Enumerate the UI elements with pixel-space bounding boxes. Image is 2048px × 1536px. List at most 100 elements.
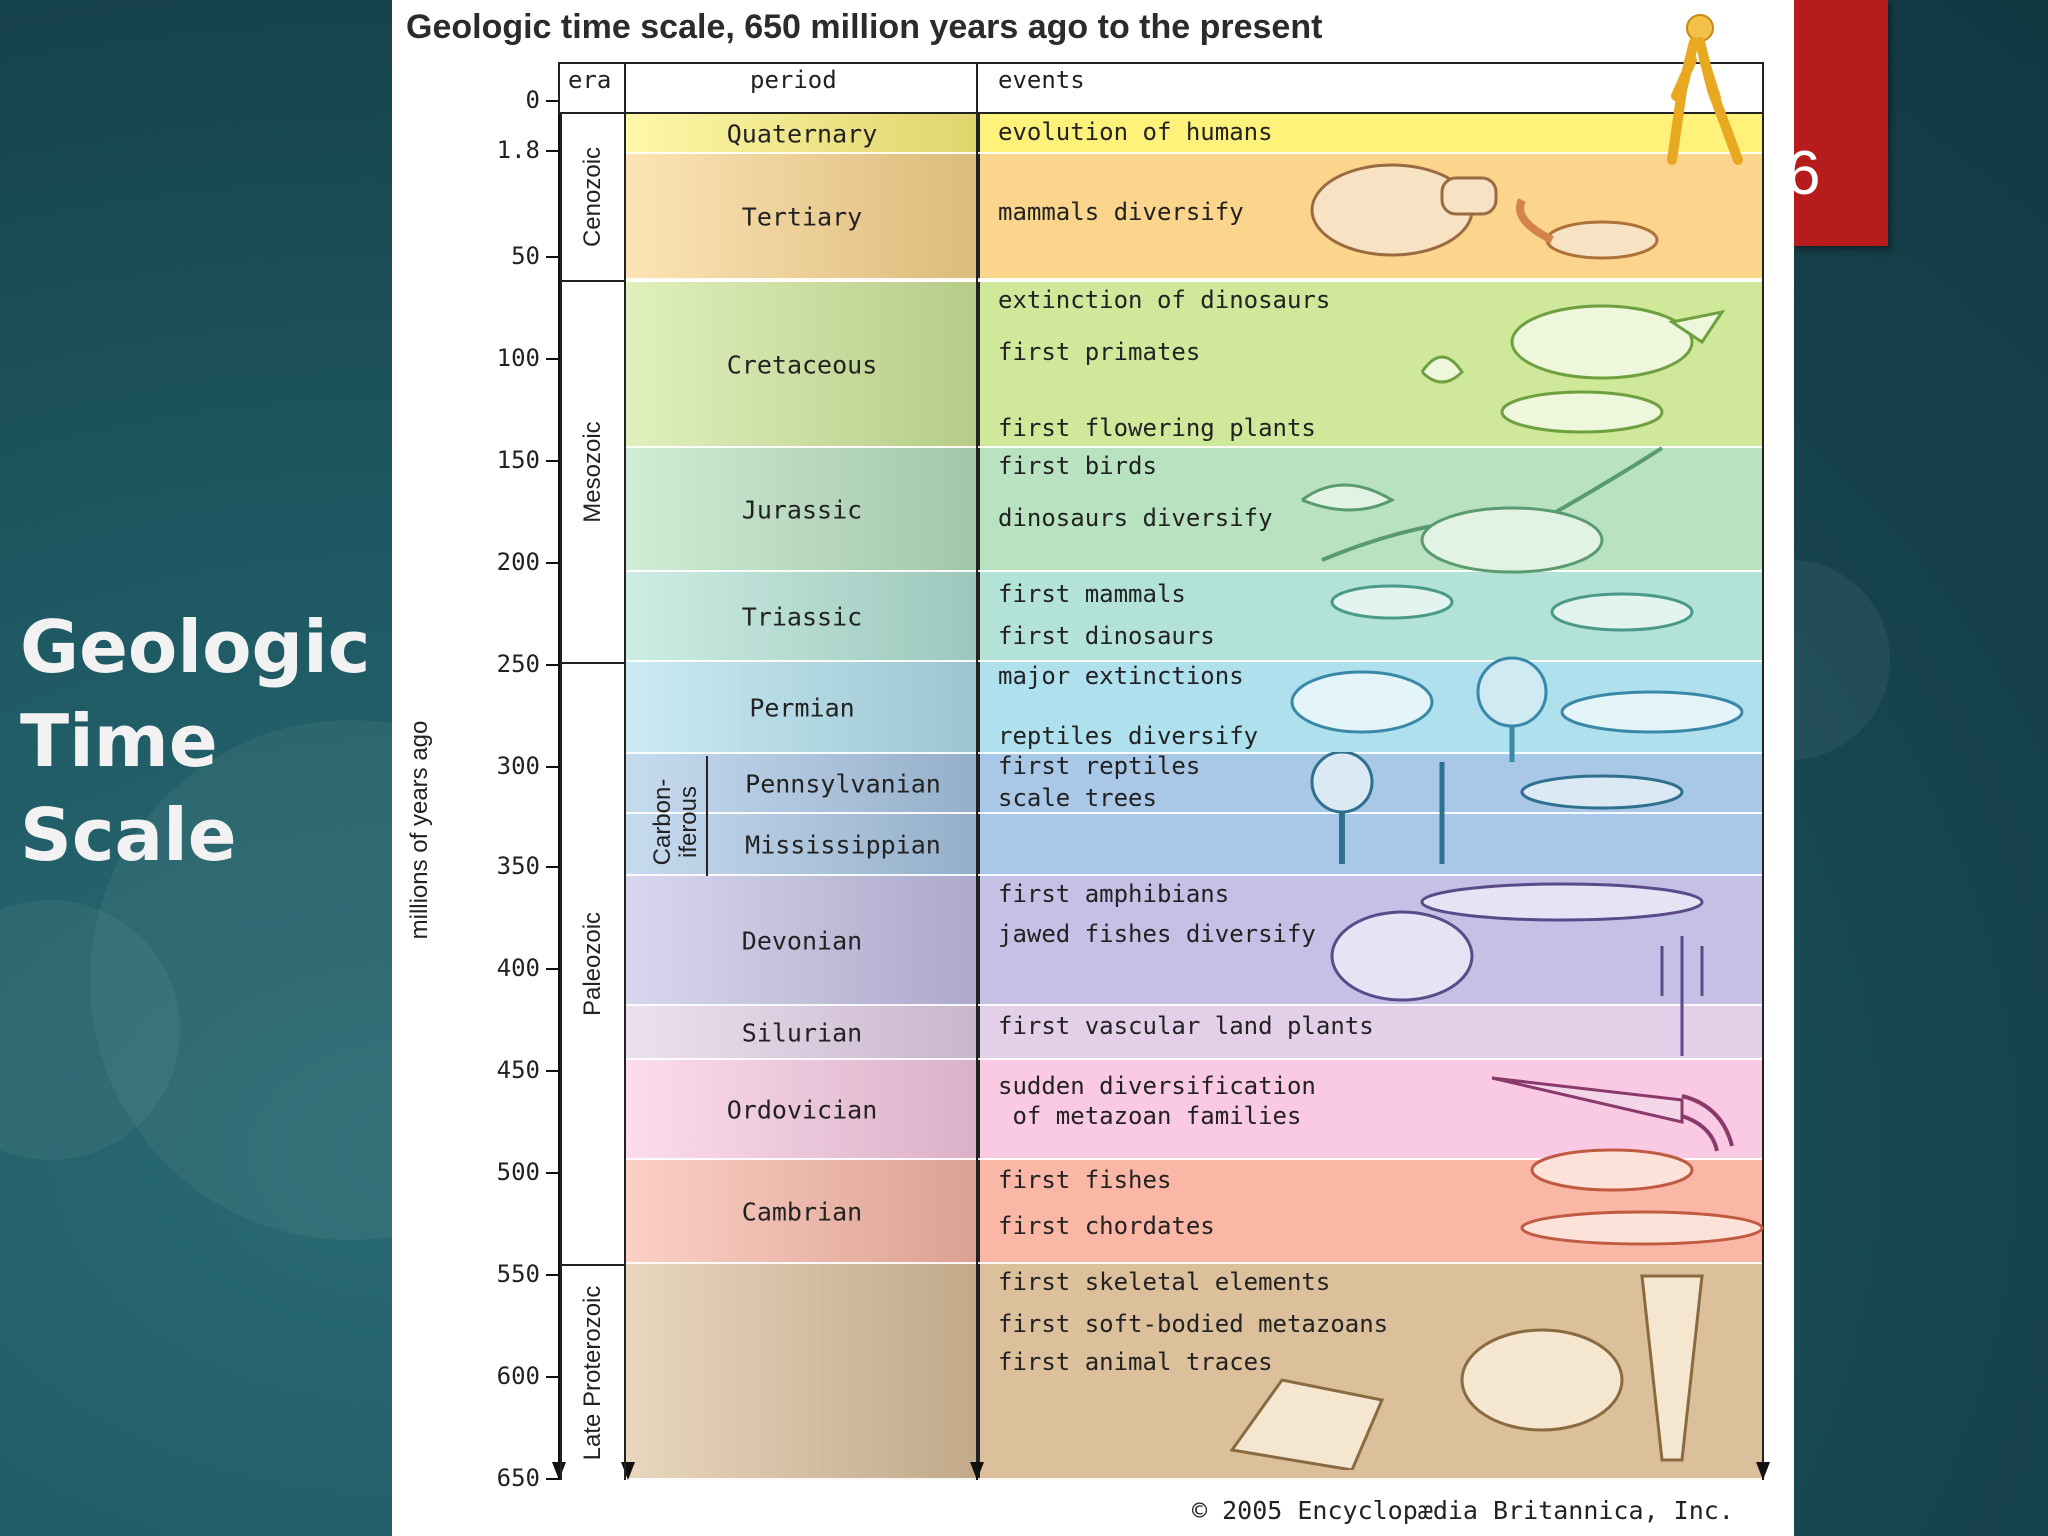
axis-tick-label: 400 bbox=[496, 954, 540, 982]
axis-tick-label: 450 bbox=[496, 1056, 540, 1084]
period-name: Silurian bbox=[741, 1018, 863, 1048]
period-row: Cambrian first fishes first chordates bbox=[626, 1160, 1762, 1264]
axis-tick bbox=[546, 1376, 560, 1378]
row-divider bbox=[626, 752, 1762, 754]
frame-line bbox=[1762, 62, 1764, 1480]
event-text: scale trees bbox=[998, 784, 1157, 812]
frame-line bbox=[558, 62, 1764, 64]
event-text: major extinctions bbox=[998, 662, 1244, 690]
period-cell bbox=[626, 282, 980, 448]
row-divider bbox=[626, 812, 1762, 814]
event-text: dinosaurs diversify bbox=[998, 504, 1273, 532]
axis-tick-label: 300 bbox=[496, 752, 540, 780]
period-name: Jurassic bbox=[741, 495, 863, 525]
period-name: Pennsylvanian bbox=[745, 769, 941, 799]
mammal-illustration-icon bbox=[1310, 163, 1659, 260]
era-label: Mesozoic bbox=[579, 421, 606, 523]
events-arrow-icon bbox=[1756, 1462, 1770, 1480]
period-row: Mississippian bbox=[626, 814, 1762, 876]
era-divider bbox=[560, 280, 626, 282]
axis-tick bbox=[546, 100, 560, 102]
frame-line bbox=[624, 62, 626, 114]
axis-tick bbox=[546, 562, 560, 564]
event-text: first soft-bodied metazoans bbox=[998, 1310, 1389, 1338]
row-divider bbox=[626, 278, 1762, 280]
page-number-tab bbox=[1792, 0, 1888, 246]
row-divider bbox=[626, 152, 1762, 154]
axis-tick-label: 650 bbox=[496, 1464, 540, 1492]
event-text: first primates bbox=[998, 338, 1201, 366]
page-number: 6 bbox=[1786, 139, 1821, 208]
geologic-time-scale-figure: Geologic time scale, 650 million years a… bbox=[392, 0, 1794, 1536]
period-name: Devonian bbox=[741, 926, 863, 956]
period-row: first skeletal elements first soft-bodied… bbox=[626, 1264, 1762, 1480]
event-text: first animal traces bbox=[998, 1348, 1273, 1376]
proterozoic-illustration-icon bbox=[1229, 1274, 1704, 1470]
period-name: Mississippian bbox=[745, 830, 941, 860]
cambrian-illustration-icon bbox=[1520, 1148, 1764, 1246]
era-mesozoic: Mesozoic bbox=[560, 282, 626, 662]
period-cell bbox=[626, 754, 980, 814]
axis-tick-label: 600 bbox=[496, 1362, 540, 1390]
axis-tick-label: 50 bbox=[511, 242, 540, 270]
ordovician-illustration-icon bbox=[1491, 1076, 1734, 1152]
carboniferous-illustration-icon bbox=[1310, 752, 1684, 864]
event-text: first reptiles bbox=[998, 752, 1201, 780]
event-text: sudden diversification bbox=[998, 1072, 1316, 1100]
event-text: mammals diversify bbox=[998, 198, 1244, 226]
period-name: Triassic bbox=[741, 602, 863, 632]
row-divider bbox=[626, 874, 1762, 876]
row-divider bbox=[626, 1004, 1762, 1006]
period-row: Quaternary evolution of humans bbox=[626, 114, 1762, 154]
period-name: Cambrian bbox=[741, 1197, 863, 1227]
event-text: of metazoan families bbox=[998, 1102, 1302, 1130]
era-divider bbox=[560, 1264, 626, 1266]
header-period: period bbox=[750, 66, 837, 94]
time-axis-line bbox=[558, 100, 560, 1480]
period-cell bbox=[626, 154, 980, 280]
axis-tick-label: 350 bbox=[496, 852, 540, 880]
figure-title: Geologic time scale, 650 million years a… bbox=[406, 8, 1323, 46]
period-cell bbox=[626, 1060, 980, 1160]
axis-tick bbox=[546, 256, 560, 258]
era-label: Late Proterozoic bbox=[579, 1285, 606, 1461]
period-name: Tertiary bbox=[741, 202, 863, 232]
event-text: first chordates bbox=[998, 1212, 1215, 1240]
axis-tick-label: 550 bbox=[496, 1260, 540, 1288]
axis-tick-label: 150 bbox=[496, 446, 540, 474]
period-cell bbox=[626, 814, 980, 876]
slide-title: Geologic Time Scale bbox=[20, 605, 371, 877]
axis-tick bbox=[546, 1274, 560, 1276]
frame-line bbox=[558, 112, 1764, 114]
axis-tick-label: 1.8 bbox=[496, 136, 540, 164]
period-row: Permian major extinctions reptiles diversi… bbox=[626, 662, 1762, 754]
time-axis-arrow-icon bbox=[552, 1462, 566, 1480]
period-cell bbox=[626, 572, 980, 662]
axis-tick bbox=[546, 1070, 560, 1072]
copyright-notice: © 2005 Encyclopædia Britannica, Inc. bbox=[1192, 1496, 1734, 1525]
event-text: first flowering plants bbox=[998, 414, 1316, 442]
era-late-proterozoic: Late Proterozoic bbox=[560, 1266, 626, 1480]
event-text: first skeletal elements bbox=[998, 1268, 1331, 1296]
period-arrow-icon bbox=[970, 1462, 984, 1480]
period-row: Jurassic first birds dinosaurs diversify bbox=[626, 448, 1762, 572]
axis-tick bbox=[546, 1172, 560, 1174]
event-text: first fishes bbox=[998, 1166, 1172, 1194]
period-name: Cretaceous bbox=[726, 350, 878, 380]
row-divider bbox=[626, 1478, 1762, 1480]
axis-tick-label: 500 bbox=[496, 1158, 540, 1186]
row-divider bbox=[626, 1058, 1762, 1060]
carboniferous-label: Carbon- iferous bbox=[649, 778, 702, 866]
event-text: jawed fishes diversify bbox=[998, 920, 1316, 948]
event-text: evolution of humans bbox=[998, 118, 1273, 146]
y-axis-title: millions of years ago bbox=[406, 720, 433, 940]
axis-tick bbox=[546, 664, 560, 666]
period-row: Devonian first amphibians jawed fishes div… bbox=[626, 876, 1762, 1006]
sauropod-illustration-icon bbox=[1301, 446, 1664, 574]
era-label: Cenozoic bbox=[579, 146, 606, 248]
human-figure-icon bbox=[1667, 14, 1743, 165]
axis-tick-label: 100 bbox=[496, 344, 540, 372]
axis-tick-label: 200 bbox=[496, 548, 540, 576]
period-cell bbox=[626, 1006, 980, 1060]
axis-tick bbox=[546, 150, 560, 152]
